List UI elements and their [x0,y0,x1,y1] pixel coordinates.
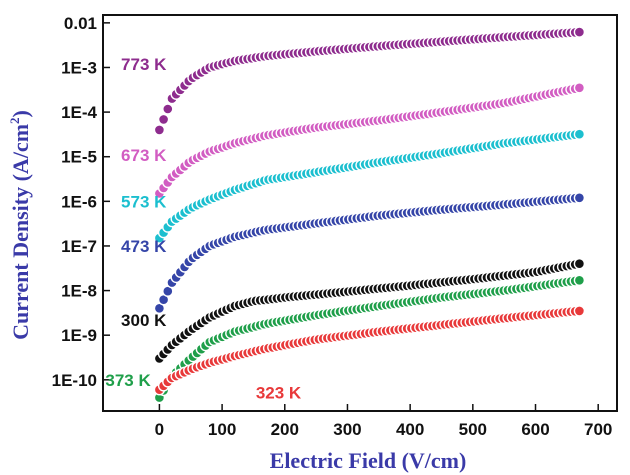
x-tick-label: 100 [208,420,236,439]
y-tick-label: 1E-5 [61,148,97,167]
series-300-k [153,258,586,365]
x-tick-label: 300 [333,420,361,439]
series-label-473-k: 473 K [121,237,167,256]
series-373-k [153,274,586,404]
series-label-673-k: 673 K [121,146,167,165]
x-axis-title: Electric Field (V/cm) [270,448,467,473]
x-tick-label: 0 [155,420,164,439]
data-point [573,192,586,204]
series-label-773-k: 773 K [121,55,167,74]
y-tick-label: 1E-7 [61,237,97,256]
data-point [573,274,586,286]
y-tick-label: 1E-6 [61,192,97,211]
series-label-373-k: 373 K [105,371,151,390]
data-point [573,258,586,270]
series-673-k [153,82,586,200]
series-labels: 773 K 673 K 573 K 473 K 300 K 373 K 323 K [105,55,302,403]
series-layer [153,26,586,404]
y-tick-label: 1E-10 [52,371,97,390]
y-axis-title-tail: ) [8,110,33,117]
y-tick-label: 1E-8 [61,282,97,301]
series-473-k [153,192,586,314]
ticks-layer: 0 100 200 300 400 500 600 700 1E-10 1E-9 1E-8 1E-7 1… [52,14,613,439]
plot-border [102,14,618,412]
series-573-k [153,128,586,244]
y-tick-label: 0.01 [64,14,97,33]
y-tick-label: 1E-3 [61,58,97,77]
x-tick-label: 600 [521,420,549,439]
data-point [573,26,586,38]
x-tick-label: 400 [396,420,424,439]
data-point [573,82,586,94]
series-label-573-k: 573 K [121,192,167,211]
x-tick-label: 200 [271,420,299,439]
series-323-k [153,305,586,396]
series-773-k [153,26,586,136]
x-tick-label: 700 [584,420,612,439]
data-point [157,113,170,126]
y-tick-label: 1E-4 [61,103,97,122]
x-tick-label: 500 [459,420,487,439]
y-axis-title-sup: 2 [7,117,22,124]
data-point [573,128,586,140]
series-label-323-k: 323 K [256,383,302,402]
data-point [162,103,174,115]
y-tick-label: 1E-9 [61,326,97,345]
plot-frame [102,14,618,412]
y-axis-title-main: Current Density (A/cm [8,124,33,340]
data-point [573,305,586,317]
data-point [153,124,166,136]
series-label-300-k: 300 K [121,311,167,330]
y-axis-title: Current Density (A/cm2) [7,110,33,340]
